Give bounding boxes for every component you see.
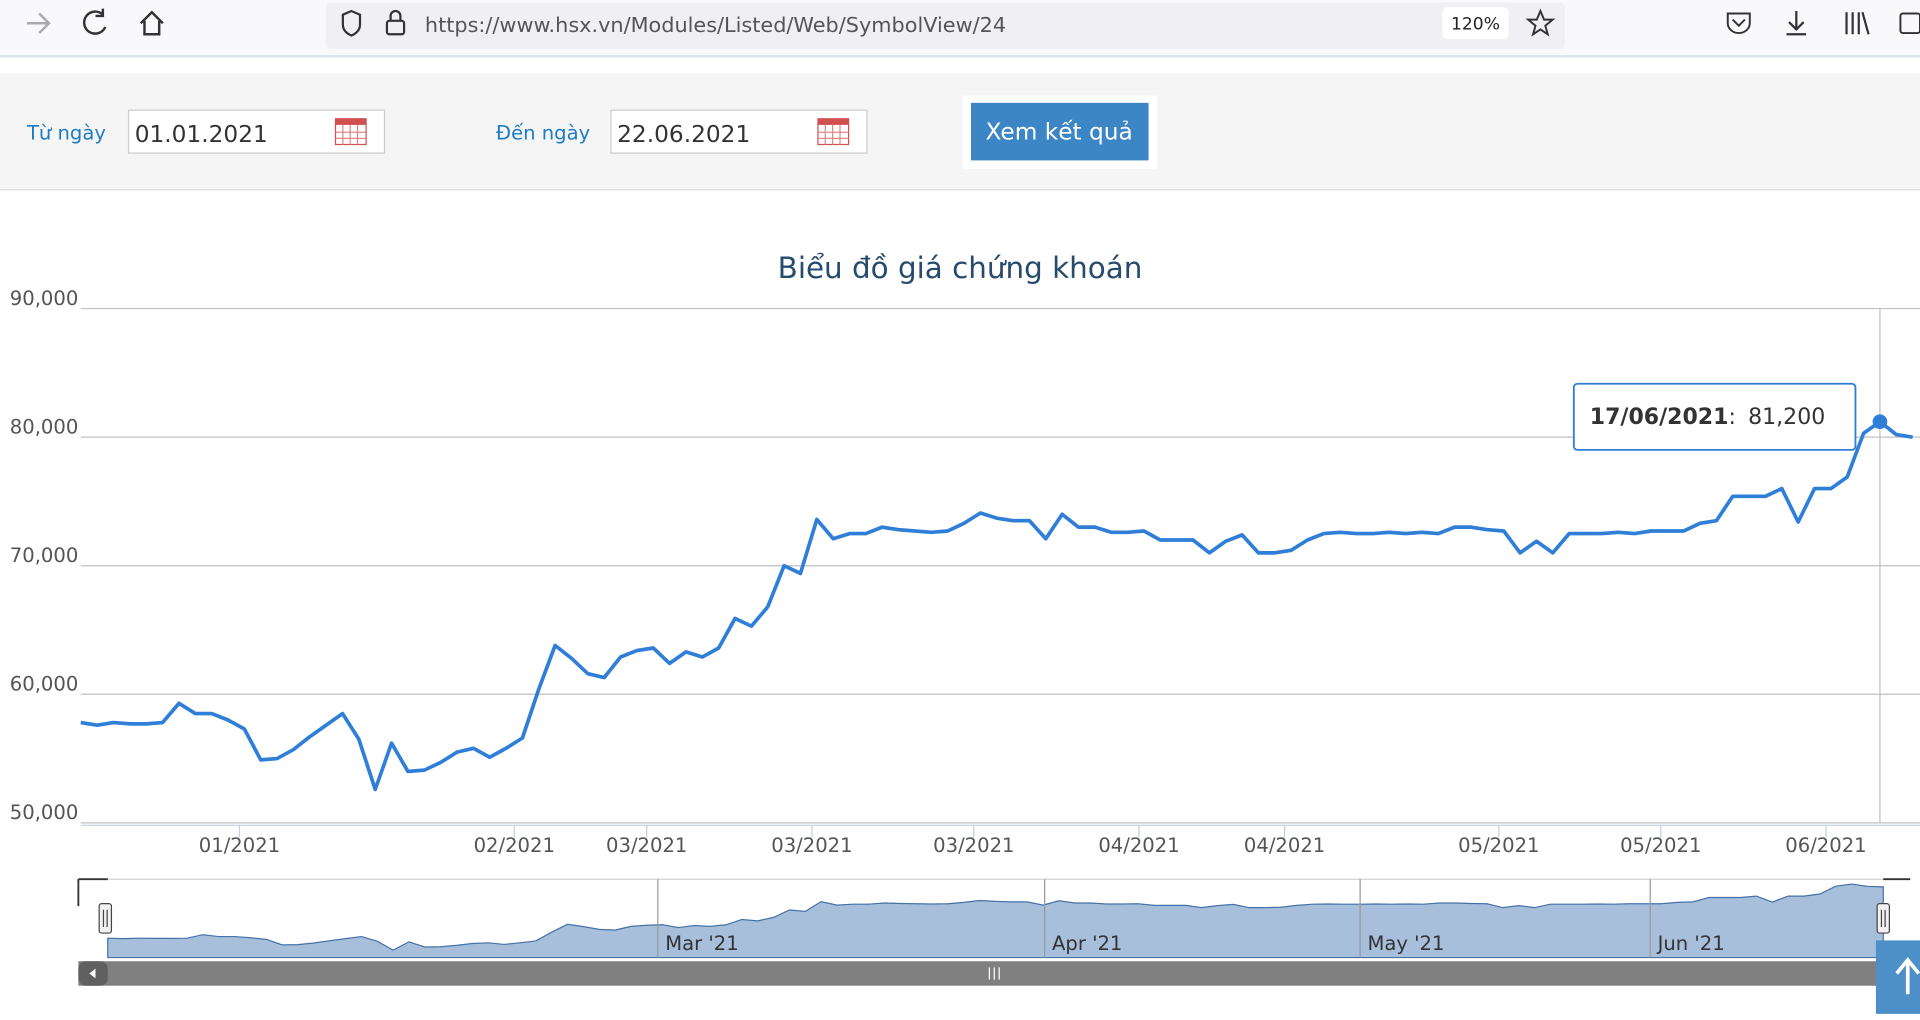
to-calendar[interactable] bbox=[817, 118, 850, 146]
y-tick-label: 80,000 bbox=[10, 415, 79, 438]
y-tick-label: 70,000 bbox=[10, 544, 79, 567]
url-bar[interactable] bbox=[325, 2, 1565, 49]
lock-shackle bbox=[389, 9, 402, 21]
zoom-badge[interactable] bbox=[1442, 7, 1509, 40]
from-calendar[interactable] bbox=[334, 118, 367, 146]
library-icon[interactable] bbox=[1845, 11, 1870, 35]
hover-point bbox=[1872, 414, 1888, 430]
navigator-label: Apr '21 bbox=[1052, 932, 1122, 955]
url-text[interactable]: https://www.hsx.vn/Modules/Listed/Web/Sy… bbox=[425, 13, 1006, 37]
back-to-top[interactable] bbox=[1875, 940, 1920, 1014]
x-tick-label: 02/2021 bbox=[474, 834, 555, 857]
navigator-handle-grip bbox=[1880, 909, 1886, 927]
navigator-mask-left bbox=[77, 878, 108, 907]
y-tick-label: 60,000 bbox=[10, 673, 79, 696]
scroll-grip bbox=[988, 967, 1000, 980]
navigator-handle bbox=[1876, 903, 1890, 934]
x-tick-label: 03/2021 bbox=[606, 834, 687, 857]
download-icon[interactable] bbox=[1786, 11, 1807, 36]
submit-text[interactable]: Xem kết quả bbox=[986, 119, 1133, 146]
back-to-top-arrow bbox=[1895, 957, 1920, 995]
to-label: Đến ngày bbox=[496, 122, 590, 145]
home-button[interactable] bbox=[139, 10, 164, 36]
chart: 50,000 60,000 70,000 80,000 90,000 01/2021 02/… bbox=[10, 287, 1920, 959]
navigator-handle-grip bbox=[102, 909, 108, 927]
sidebar-icon[interactable] bbox=[1899, 12, 1920, 35]
bookmark-star[interactable] bbox=[1525, 8, 1556, 37]
pocket-icon[interactable] bbox=[1726, 12, 1751, 34]
from-value[interactable]: 01.01.2021 bbox=[135, 121, 268, 148]
x-tick-label: 01/2021 bbox=[199, 834, 280, 857]
x-tick-label: 03/2021 bbox=[933, 834, 1014, 857]
x-tick-label: 05/2021 bbox=[1458, 834, 1539, 857]
x-tick-label: 03/2021 bbox=[771, 834, 852, 857]
y-tick-label: 90,000 bbox=[10, 287, 79, 310]
lock-icon[interactable] bbox=[385, 19, 406, 36]
navigator-label: May '21 bbox=[1367, 932, 1444, 955]
navigator-area bbox=[107, 883, 1884, 959]
x-tick-label: 06/2021 bbox=[1785, 834, 1866, 857]
x-tick-label: 05/2021 bbox=[1620, 834, 1701, 857]
to-value[interactable]: 22.06.2021 bbox=[617, 121, 750, 148]
x-tick-label: 04/2021 bbox=[1244, 834, 1325, 857]
navigator-label: Jun '21 bbox=[1656, 932, 1725, 955]
scrollbar[interactable] bbox=[78, 961, 1881, 986]
from-label: Từ ngày bbox=[26, 122, 106, 145]
tooltip-text: 17/06/2021: 81,200 bbox=[1590, 405, 1826, 430]
zoom-text[interactable]: 120% bbox=[1451, 14, 1500, 34]
tooltip-separator: : bbox=[1728, 405, 1735, 430]
x-tick-label: 04/2021 bbox=[1098, 834, 1179, 857]
tooltip-date: 17/06/2021 bbox=[1590, 405, 1729, 430]
reload-button[interactable] bbox=[82, 8, 107, 35]
chart-title: Biểu đồ giá chứng khoán bbox=[778, 250, 1143, 285]
y-tick-label: 50,000 bbox=[10, 801, 79, 824]
forward-button[interactable] bbox=[26, 12, 51, 34]
shield-icon[interactable] bbox=[341, 9, 362, 37]
submit-button[interactable] bbox=[971, 102, 1149, 161]
tooltip-value_label: 81,200 bbox=[1748, 405, 1825, 430]
tooltip-box bbox=[1572, 382, 1857, 451]
navigator-handle bbox=[98, 903, 113, 934]
scroll-left-arrow bbox=[89, 968, 96, 979]
price-line bbox=[80, 419, 1913, 792]
navigator-label: Mar '21 bbox=[665, 932, 738, 955]
